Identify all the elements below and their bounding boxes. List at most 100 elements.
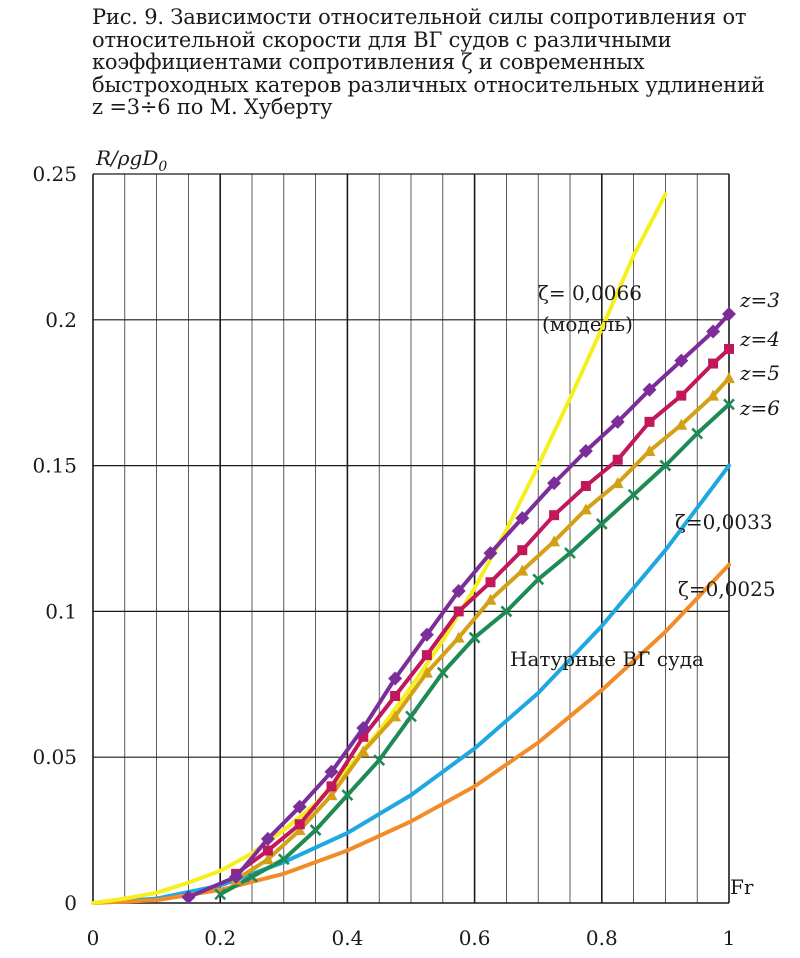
series-5 bbox=[91, 463, 731, 905]
data-point bbox=[277, 853, 290, 866]
series-line bbox=[186, 312, 731, 900]
data-point bbox=[659, 459, 672, 472]
data-point bbox=[294, 819, 305, 830]
series-layer bbox=[91, 192, 736, 905]
data-point bbox=[358, 731, 369, 742]
data-point bbox=[674, 353, 689, 368]
y-axis-label-main: R/ρgD bbox=[95, 146, 158, 170]
z4-label: z=4 bbox=[739, 327, 780, 351]
data-point bbox=[724, 343, 734, 354]
data-point bbox=[214, 888, 227, 901]
data-point bbox=[325, 789, 338, 801]
data-point bbox=[595, 518, 608, 530]
data-point bbox=[564, 547, 576, 559]
x-tick-label: 0.8 bbox=[586, 926, 618, 950]
data-point bbox=[516, 564, 529, 576]
grid bbox=[92, 173, 730, 904]
data-point bbox=[341, 789, 354, 802]
data-point bbox=[484, 593, 497, 605]
data-point bbox=[389, 710, 402, 722]
data-point bbox=[722, 306, 736, 321]
data-point bbox=[706, 324, 721, 339]
y-axis-label: R/ρgD0 bbox=[95, 146, 167, 175]
data-point bbox=[708, 358, 719, 369]
zeta-0025-label: ζ=0,0025 bbox=[678, 577, 776, 601]
x-tick-label: 1 bbox=[723, 926, 736, 950]
data-point bbox=[515, 511, 530, 526]
data-point bbox=[483, 546, 498, 561]
z6-label: z=6 bbox=[739, 396, 780, 420]
data-point bbox=[642, 382, 657, 397]
data-point bbox=[436, 666, 449, 679]
data-point bbox=[326, 781, 337, 792]
data-point bbox=[453, 606, 464, 617]
data-point bbox=[262, 845, 273, 856]
y-tick-label: 0.15 bbox=[32, 454, 77, 478]
data-point bbox=[292, 799, 307, 814]
data-point bbox=[691, 427, 704, 440]
data-point bbox=[578, 444, 593, 459]
series-4 bbox=[214, 398, 735, 901]
data-point bbox=[723, 372, 735, 384]
data-point bbox=[181, 890, 196, 905]
data-point bbox=[293, 824, 306, 836]
data-point bbox=[532, 573, 545, 586]
caption-line: относительной скорости для ВГ судов с ра… bbox=[92, 27, 672, 52]
data-point bbox=[723, 398, 735, 411]
axis-labels: 0 0.2 0.4 0.6 0.8 1 0 0.05 0.1 0.15 0.2 0.25 bbox=[32, 162, 735, 950]
zeta-0033-label: ζ=0,0033 bbox=[675, 510, 773, 534]
data-point bbox=[707, 389, 720, 401]
data-point bbox=[419, 627, 434, 642]
natural-ships-label: Натурные ВГ суда bbox=[510, 647, 704, 671]
caption-line: Рис. 9. Зависимости относительной силы с… bbox=[92, 5, 747, 29]
data-point bbox=[517, 545, 528, 556]
data-point bbox=[229, 869, 244, 884]
y-tick-label: 0.2 bbox=[45, 308, 77, 332]
data-point bbox=[357, 745, 370, 757]
y-tick-label: 0.1 bbox=[45, 599, 77, 623]
data-point bbox=[468, 631, 481, 644]
data-point bbox=[421, 650, 432, 661]
data-point bbox=[627, 488, 640, 501]
data-point bbox=[261, 853, 274, 865]
data-point bbox=[324, 764, 339, 779]
y-axis-label-sub: 0 bbox=[158, 159, 167, 175]
zeta-0066-model-label: (модель) bbox=[542, 312, 633, 336]
caption-line: z =3÷6 по М. Хуберту bbox=[92, 95, 333, 119]
series-line bbox=[91, 463, 731, 905]
series-1 bbox=[181, 306, 736, 905]
data-point bbox=[579, 503, 592, 515]
data-point bbox=[309, 824, 322, 837]
caption-line: быстроходных катеров различных относител… bbox=[92, 72, 765, 97]
data-point bbox=[420, 666, 433, 678]
data-point bbox=[485, 577, 496, 588]
zeta-0066-label: ζ= 0,0066 bbox=[538, 281, 642, 305]
z3-label: z=3 bbox=[739, 288, 780, 312]
x-tick-label: 0.6 bbox=[459, 926, 491, 950]
y-tick-label: 0.25 bbox=[32, 162, 77, 186]
x-tick-label: 0.2 bbox=[204, 926, 236, 950]
z5-label: z=5 bbox=[739, 361, 780, 385]
data-point bbox=[260, 831, 275, 846]
x-tick-label: 0 bbox=[87, 926, 100, 950]
data-point bbox=[500, 605, 513, 618]
data-point bbox=[390, 690, 401, 701]
data-point bbox=[356, 721, 371, 736]
data-point bbox=[610, 414, 625, 429]
data-point bbox=[612, 454, 623, 465]
data-point bbox=[547, 476, 562, 491]
data-point bbox=[548, 535, 561, 547]
data-point bbox=[675, 418, 688, 430]
x-tick-label: 0.4 bbox=[331, 926, 363, 950]
data-point bbox=[373, 754, 386, 767]
y-tick-label: 0 bbox=[64, 891, 77, 915]
data-point bbox=[644, 416, 655, 427]
data-point bbox=[451, 583, 466, 598]
data-point bbox=[405, 710, 417, 723]
data-point bbox=[643, 445, 656, 457]
data-point bbox=[388, 671, 403, 686]
y-tick-label: 0.05 bbox=[32, 745, 77, 769]
data-point bbox=[676, 390, 687, 401]
caption-line: коэффициентами сопротивления ζ и совреме… bbox=[92, 50, 645, 74]
